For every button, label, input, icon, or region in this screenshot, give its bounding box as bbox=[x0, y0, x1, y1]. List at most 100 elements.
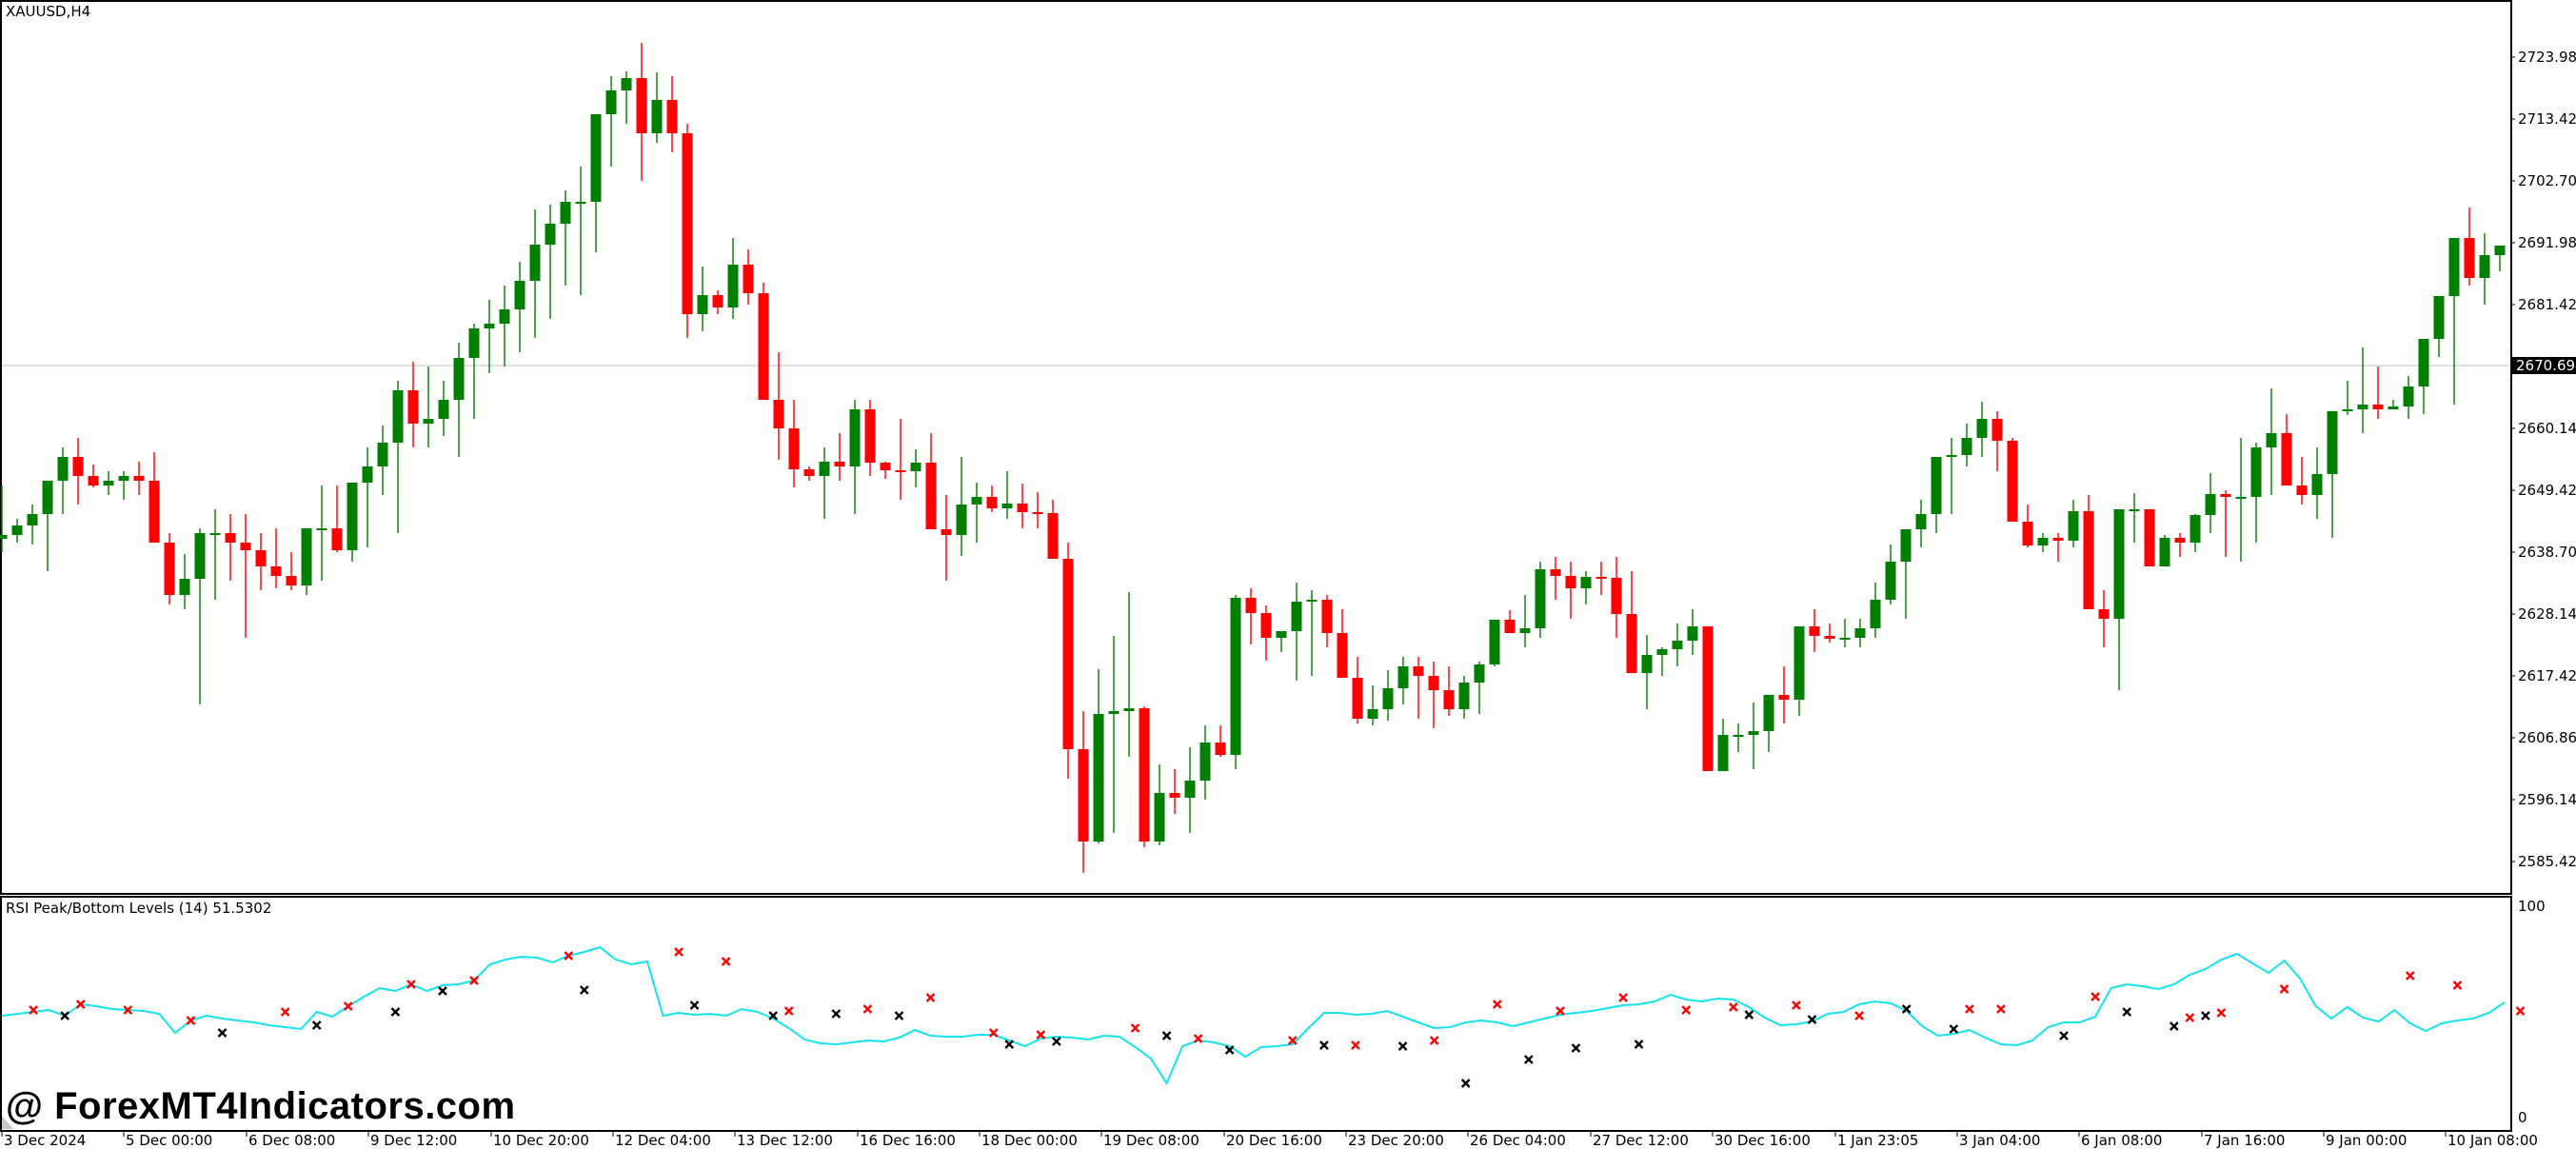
candle bbox=[103, 471, 114, 495]
candle bbox=[240, 514, 251, 638]
time-axis-tick-label: 6 Dec 08:00 bbox=[248, 1132, 336, 1149]
price-chart-panel[interactable] bbox=[0, 0, 2512, 895]
candle bbox=[1565, 562, 1576, 619]
time-axis-tick-label: 10 Dec 20:00 bbox=[493, 1132, 589, 1149]
time-axis-tick-label: 23 Dec 20:00 bbox=[1348, 1132, 1444, 1149]
rsi-peak-marker-icon bbox=[1556, 1006, 1565, 1016]
rsi-bottom-marker-icon bbox=[1634, 1040, 1644, 1049]
candle bbox=[2281, 414, 2292, 485]
candle bbox=[194, 528, 206, 704]
candle bbox=[225, 514, 236, 581]
price-axis-tick-label: 2617.420 bbox=[2518, 667, 2576, 684]
time-axis-tick-label: 12 Dec 04:00 bbox=[615, 1132, 711, 1149]
candle bbox=[2144, 509, 2155, 566]
candle bbox=[1870, 583, 1881, 638]
rsi-peak-marker-icon bbox=[186, 1016, 196, 1025]
candle bbox=[956, 457, 967, 556]
candle bbox=[468, 324, 480, 419]
candle bbox=[1474, 662, 1485, 714]
candle bbox=[1519, 595, 1531, 647]
candle bbox=[179, 554, 190, 609]
candle bbox=[758, 283, 769, 400]
rsi-bottom-marker-icon bbox=[1901, 1004, 1912, 1014]
candle bbox=[2037, 533, 2049, 552]
rsi-peak-marker-icon bbox=[1193, 1034, 1203, 1043]
candle bbox=[1535, 562, 1546, 638]
rsi-peak-marker-icon bbox=[2216, 1008, 2227, 1018]
candle bbox=[286, 552, 297, 590]
candle bbox=[1062, 543, 1074, 779]
time-axis-tick-label: 3 Jan 04:00 bbox=[1959, 1132, 2041, 1149]
candle bbox=[1017, 484, 1028, 528]
time-axis-tick-label: 6 Jan 08:00 bbox=[2081, 1132, 2163, 1149]
candle bbox=[270, 528, 282, 588]
price-axis-tick-label: 2713.420 bbox=[2518, 110, 2576, 128]
price-axis-tick-label: 2691.980 bbox=[2518, 234, 2576, 251]
candle bbox=[1763, 695, 1774, 752]
candle bbox=[697, 267, 708, 331]
rsi-peak-marker-icon bbox=[1492, 1000, 1502, 1009]
price-axis-tick-label: 2681.420 bbox=[2518, 296, 2576, 313]
candle bbox=[1382, 670, 1394, 721]
candle bbox=[895, 419, 906, 500]
candle bbox=[1078, 711, 1089, 873]
candle bbox=[712, 290, 723, 314]
price-axis-tick-label: 2606.860 bbox=[2518, 729, 2576, 746]
price-axis-tick-label: 2723.980 bbox=[2518, 49, 2576, 66]
candle bbox=[2342, 381, 2353, 415]
candle bbox=[1108, 636, 1120, 833]
time-axis-tick-label: 9 Dec 12:00 bbox=[370, 1132, 458, 1149]
candle bbox=[2479, 233, 2490, 305]
candle bbox=[605, 76, 617, 167]
rsi-bottom-marker-icon bbox=[1397, 1041, 1408, 1051]
rsi-indicator-panel[interactable] bbox=[0, 896, 2512, 1132]
candle bbox=[1306, 590, 1318, 676]
candle bbox=[1123, 592, 1135, 757]
rsi-peak-marker-icon bbox=[1964, 1004, 1974, 1014]
candle bbox=[621, 71, 632, 124]
candle bbox=[880, 462, 891, 479]
candle bbox=[255, 533, 267, 590]
rsi-peak-marker-icon bbox=[2515, 1006, 2526, 1016]
rsi-bottom-marker-icon bbox=[2059, 1031, 2069, 1040]
rsi-bottom-marker-icon bbox=[60, 1011, 69, 1020]
candle bbox=[1413, 657, 1424, 719]
rsi-peak-marker-icon bbox=[1036, 1030, 1046, 1040]
candle bbox=[1717, 719, 1729, 771]
rsi-peak-marker-icon bbox=[2091, 992, 2100, 1001]
candle bbox=[347, 483, 358, 562]
rsi-peak-marker-icon bbox=[674, 947, 684, 957]
candle bbox=[1367, 685, 1378, 725]
time-axis-tick-label: 5 Dec 00:00 bbox=[126, 1132, 213, 1149]
candle bbox=[2388, 400, 2399, 409]
candle bbox=[499, 286, 510, 366]
rsi-peak-marker-icon bbox=[2452, 981, 2463, 990]
candle bbox=[651, 72, 663, 143]
candle bbox=[2174, 533, 2186, 557]
candle bbox=[42, 481, 53, 571]
candle bbox=[1900, 529, 1912, 619]
candle bbox=[1641, 635, 1653, 709]
candle bbox=[1778, 666, 1790, 723]
candle bbox=[529, 209, 541, 338]
current-price-label: 2670.694 bbox=[2511, 357, 2576, 374]
rsi-bottom-marker-icon bbox=[1161, 1031, 1172, 1040]
symbol-timeframe-label: XAUUSD,H4 bbox=[6, 3, 91, 20]
candle bbox=[819, 447, 830, 519]
candle bbox=[1946, 438, 1957, 514]
candle bbox=[1215, 725, 1226, 757]
rsi-peak-marker-icon bbox=[2405, 971, 2415, 981]
candle bbox=[1809, 609, 1820, 652]
candle bbox=[2129, 493, 2140, 543]
candle bbox=[1733, 723, 1744, 752]
rsi-peak-marker-icon bbox=[1429, 1036, 1439, 1045]
price-axis-tick-label: 2660.140 bbox=[2518, 420, 2576, 437]
candle bbox=[2266, 388, 2277, 495]
candle bbox=[316, 485, 327, 581]
candle bbox=[666, 76, 678, 152]
candle bbox=[88, 465, 99, 487]
candle bbox=[331, 485, 343, 552]
candle bbox=[1352, 657, 1363, 723]
candle bbox=[2494, 246, 2506, 271]
rsi-peak-marker-icon bbox=[1728, 1002, 1738, 1012]
